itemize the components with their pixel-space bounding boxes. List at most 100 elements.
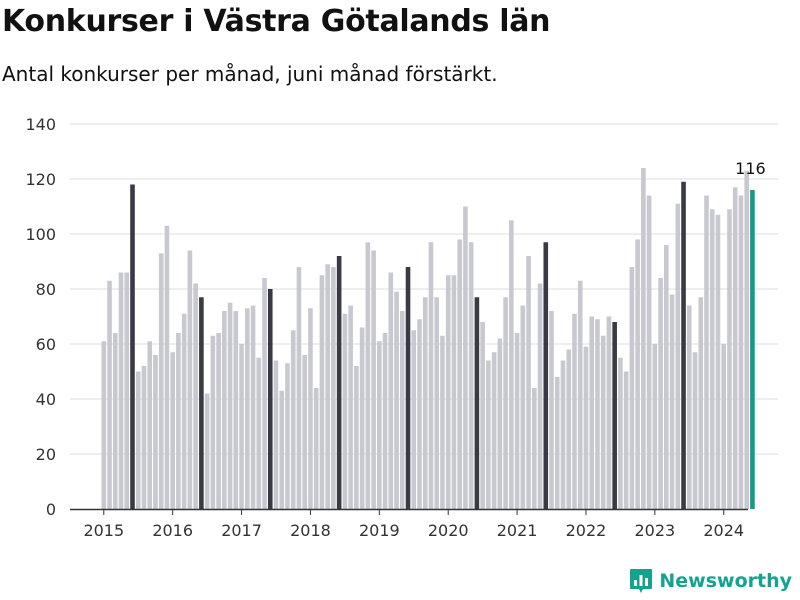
bar <box>520 305 526 509</box>
bar <box>359 327 365 509</box>
y-tick-label: 0 <box>46 500 56 519</box>
bar <box>572 313 577 509</box>
bar <box>147 341 153 509</box>
bar-june <box>199 297 204 509</box>
bar-june <box>336 256 342 509</box>
bar <box>658 278 663 509</box>
bar <box>181 313 187 509</box>
bar <box>118 272 124 509</box>
bar <box>554 377 560 509</box>
chart-title: Konkurser i Västra Götalands län <box>2 4 551 39</box>
y-tick-label: 20 <box>36 445 56 464</box>
bar <box>204 393 210 509</box>
bar <box>509 220 514 509</box>
bar <box>549 311 554 509</box>
bar-june <box>612 322 617 509</box>
bar <box>256 357 262 509</box>
bar <box>675 203 681 509</box>
bar <box>112 333 118 509</box>
bar <box>566 349 572 509</box>
bar <box>480 322 485 509</box>
bar-june <box>405 267 411 509</box>
bar <box>262 278 267 509</box>
bar <box>491 352 497 509</box>
bar <box>107 280 112 509</box>
bar-june <box>474 297 480 509</box>
bar-june <box>681 181 686 509</box>
bar <box>319 275 325 509</box>
y-tick-label: 120 <box>25 170 56 189</box>
y-tick-label: 60 <box>36 335 56 354</box>
bar <box>635 239 640 509</box>
bar <box>503 297 508 509</box>
x-tick-label: 2016 <box>152 521 193 540</box>
bar <box>222 311 227 509</box>
bar <box>296 267 302 509</box>
bar <box>308 308 313 509</box>
bar <box>193 283 198 509</box>
bar <box>325 264 330 509</box>
bar <box>704 195 709 509</box>
bar <box>629 267 635 509</box>
bar <box>497 338 503 509</box>
bar <box>669 294 675 509</box>
bar <box>399 311 405 509</box>
bar <box>692 352 698 509</box>
bar <box>698 297 704 509</box>
x-tick-label: 2018 <box>290 521 331 540</box>
bar <box>245 308 250 509</box>
x-tick-label: 2024 <box>703 521 744 540</box>
bar <box>382 333 388 509</box>
bar <box>273 360 279 509</box>
x-tick-label: 2015 <box>83 521 124 540</box>
value-annotation: 116 <box>735 159 766 178</box>
bar <box>302 355 307 509</box>
bar <box>686 305 692 509</box>
x-tick-label: 2023 <box>634 521 675 540</box>
bar <box>738 195 744 509</box>
bar <box>377 341 382 509</box>
bar <box>744 170 749 509</box>
bar <box>176 333 181 509</box>
bar <box>600 335 606 509</box>
bar-latest <box>750 190 755 509</box>
bar <box>354 366 359 509</box>
bar <box>216 333 221 509</box>
bar <box>732 187 738 509</box>
bar <box>440 335 445 509</box>
bar <box>606 316 612 509</box>
bar <box>227 302 233 509</box>
brand-name: Newsworthy <box>659 570 792 592</box>
y-tick-label: 40 <box>36 390 56 409</box>
bar <box>313 388 319 509</box>
bar <box>164 225 170 509</box>
bar <box>388 272 394 509</box>
bar <box>348 305 353 509</box>
bar <box>428 242 434 509</box>
x-tick-label: 2017 <box>221 521 262 540</box>
bar <box>514 333 520 509</box>
y-tick-label: 100 <box>25 225 56 244</box>
bar <box>417 319 422 509</box>
bar <box>124 272 130 509</box>
bar <box>158 253 164 509</box>
bar <box>652 344 658 509</box>
bar <box>486 360 491 509</box>
x-tick-label: 2022 <box>566 521 607 540</box>
bar <box>532 388 537 509</box>
bar <box>279 390 285 509</box>
y-tick-label: 140 <box>25 115 56 134</box>
bar <box>342 313 348 509</box>
bar <box>365 242 371 509</box>
bar <box>589 316 594 509</box>
y-tick-label: 80 <box>36 280 56 299</box>
bar <box>641 168 646 509</box>
bar <box>331 267 336 509</box>
bar-june <box>543 242 549 509</box>
bar <box>153 355 158 509</box>
bar <box>577 280 583 509</box>
bar <box>394 291 399 509</box>
bar-june <box>130 184 135 509</box>
bar <box>233 311 239 509</box>
bar <box>468 242 474 509</box>
